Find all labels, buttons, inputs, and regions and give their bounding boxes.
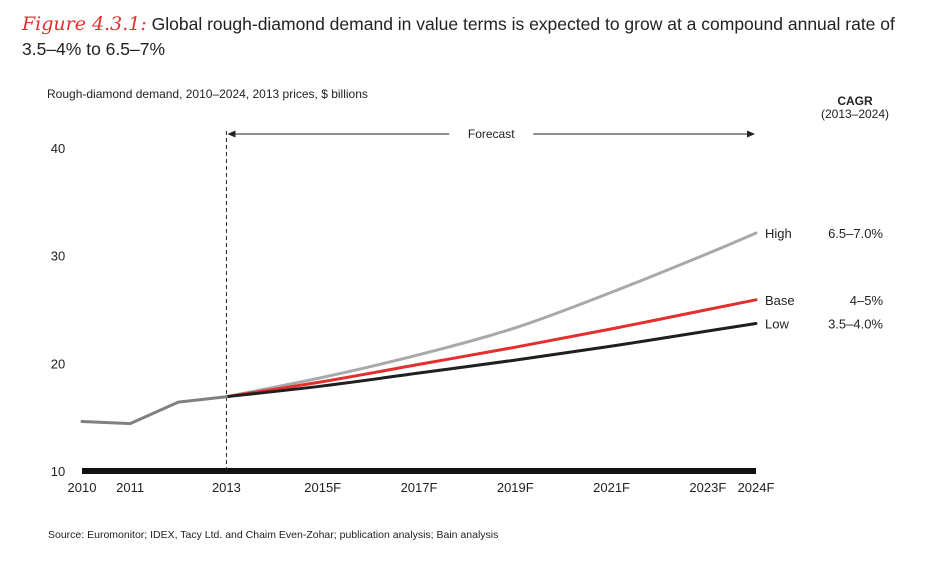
y-tick-label: 30 bbox=[51, 249, 65, 264]
cagr-value-high: 6.5–7.0% bbox=[828, 226, 883, 241]
figure-title: Figure 4.3.1: Global rough-diamond deman… bbox=[22, 12, 922, 62]
cagr-value-low: 3.5–4.0% bbox=[828, 316, 883, 331]
forecast-arrow-right-head bbox=[747, 130, 755, 138]
x-tick-label: 2021F bbox=[593, 480, 630, 495]
y-tick-label: 40 bbox=[51, 141, 65, 156]
x-tick-label: 2015F bbox=[304, 480, 341, 495]
x-tick-label: 2011 bbox=[116, 480, 144, 495]
chart-subtitle: Rough-diamond demand, 2010–2024, 2013 pr… bbox=[47, 87, 368, 101]
cagr-title: CAGR bbox=[837, 94, 873, 108]
series-line-historical bbox=[80, 395, 228, 426]
series-label-high: High bbox=[765, 226, 792, 241]
figure-caption: Global rough-diamond demand in value ter… bbox=[22, 14, 895, 59]
cagr-header: CAGR (2013–2024) bbox=[800, 95, 910, 121]
x-tick-label: 2017F bbox=[401, 480, 438, 495]
x-tick-label: 2023F bbox=[689, 480, 726, 495]
x-tick-label: 2010 bbox=[68, 480, 97, 495]
forecast-label: Forecast bbox=[468, 127, 515, 141]
figure-label: Figure 4.3.1: bbox=[22, 13, 147, 35]
series-label-low: Low bbox=[765, 316, 789, 331]
cagr-value-base: 4–5% bbox=[850, 293, 884, 308]
x-tick-label: 2024F bbox=[738, 480, 775, 495]
series-label-base: Base bbox=[765, 293, 795, 308]
series-line-low bbox=[224, 321, 758, 399]
series-line-base bbox=[224, 298, 758, 399]
forecast-arrow-left-head bbox=[227, 130, 236, 138]
y-tick-label: 10 bbox=[51, 464, 65, 479]
source-note: Source: Euromonitor; IDEX, Tacy Ltd. and… bbox=[48, 529, 499, 541]
y-tick-label: 20 bbox=[51, 356, 65, 371]
cagr-period: (2013–2024) bbox=[820, 107, 890, 121]
x-tick-label: 2019F bbox=[497, 480, 534, 495]
x-tick-label: 2013 bbox=[212, 480, 241, 495]
series-line-high bbox=[224, 231, 758, 399]
